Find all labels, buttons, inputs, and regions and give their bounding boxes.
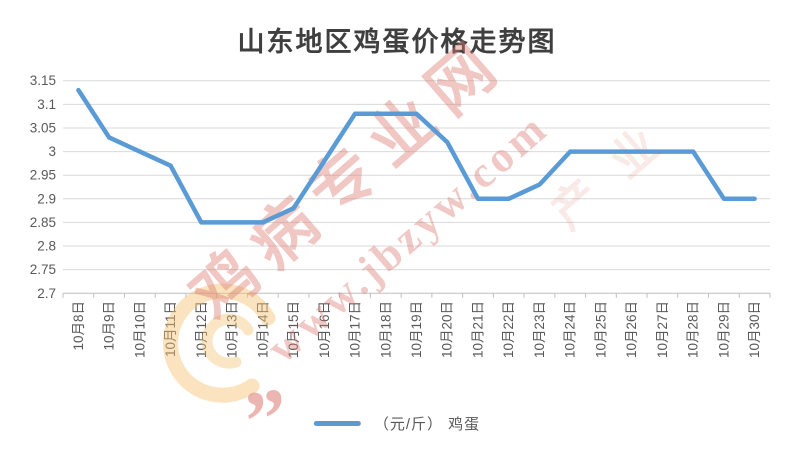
y-tick-label: 2.95 [30, 168, 56, 183]
x-tick-label: 10月24日 [563, 301, 578, 358]
y-tick-label: 3.05 [30, 120, 56, 135]
price-line [76, 87, 757, 225]
x-tick-label: 10月13日 [225, 301, 240, 358]
y-tick-label: 3.1 [37, 97, 56, 112]
legend-line-swatch [313, 421, 361, 426]
y-tick-label: 3.15 [30, 73, 56, 88]
x-tick-label: 10月27日 [655, 301, 670, 358]
legend-series-label: （元/斤） 鸡蛋 [373, 416, 481, 433]
x-tick-label: 10月28日 [686, 301, 701, 358]
x-tick-label: 10月15日 [286, 301, 301, 358]
x-tick-label: 10月8日 [71, 301, 86, 351]
watermark-brand-text: 鸡病专业网 [178, 23, 520, 333]
y-tick-label: 2.75 [30, 262, 56, 277]
x-tick-label: 10月19日 [409, 301, 424, 358]
y-tick-label: 2.7 [37, 286, 56, 301]
x-tick-label: 10月22日 [501, 301, 516, 358]
x-tick-label: 10月23日 [532, 301, 547, 358]
x-tick-label: 10月14日 [255, 301, 270, 358]
x-tick-label: 10月29日 [716, 301, 731, 358]
y-tick-label: 2.85 [30, 215, 56, 230]
x-tick-label: 10月21日 [470, 301, 485, 358]
y-tick-label: 2.8 [37, 239, 56, 254]
watermark-url-text: www.jbzyw.com [257, 102, 558, 373]
x-tick-label: 10月25日 [593, 301, 608, 358]
x-tick-label: 10月9日 [102, 301, 117, 351]
x-tick-label: 10月20日 [440, 301, 455, 358]
x-tick-label: 10月30日 [747, 301, 762, 358]
legend: （元/斤） 鸡蛋 [313, 413, 481, 434]
x-tick-label: 10月11日 [163, 301, 178, 357]
x-tick-label: 10月10日 [132, 301, 147, 358]
y-tick-label: 3 [48, 144, 56, 159]
watermark-extra-text: 产 业 [541, 112, 677, 239]
x-tick-label: 10月16日 [317, 301, 332, 358]
watermark-quote-icon: ” [239, 370, 295, 452]
x-tick-label: 10月26日 [624, 301, 639, 358]
x-tick-label: 10月17日 [348, 301, 363, 358]
x-tick-label: 10月12日 [194, 301, 209, 358]
y-tick-label: 2.9 [37, 191, 56, 206]
x-tick-label: 10月18日 [378, 301, 393, 358]
chart-title: 山东地区鸡蛋价格走势图 [237, 27, 557, 57]
